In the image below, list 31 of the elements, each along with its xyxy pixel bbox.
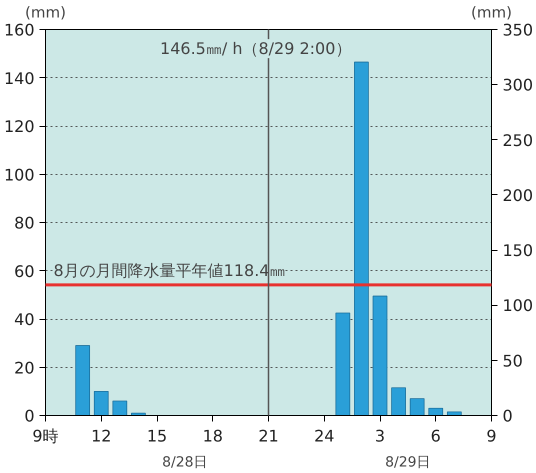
- y-tick-label: 60: [14, 262, 34, 281]
- text: 8/29日: [385, 454, 431, 470]
- x-tick-label: 15: [146, 426, 168, 446]
- y2-tick-label: 100: [502, 296, 534, 316]
- y-tick-label: 140: [4, 68, 35, 88]
- y2-tick-label: 200: [502, 186, 534, 205]
- y-tick-label: 100: [4, 165, 35, 184]
- x-tick-label: 24: [314, 426, 334, 446]
- y2-tick-label: 150: [502, 241, 534, 260]
- y-tick-label: 20: [14, 358, 34, 378]
- text: 8/28日: [162, 454, 208, 470]
- y-tick-label: 80: [14, 214, 34, 232]
- y-axis-title: (mm): [25, 4, 66, 22]
- y2-tick-label: 350: [502, 20, 534, 40]
- y2-axis-title: (mm): [471, 4, 512, 22]
- y-tick-label: 40: [14, 310, 34, 329]
- x-tick-label: 9時: [32, 426, 59, 446]
- y-tick-label: 0: [24, 406, 35, 426]
- x-tick-label: 21: [258, 426, 279, 446]
- y2-tick-label: 250: [502, 130, 534, 150]
- x-tick-label: 3: [374, 426, 386, 446]
- y2-tick-label: 50: [502, 351, 523, 370]
- x-tick-label: 9: [486, 426, 497, 446]
- x-tick-label: 12: [91, 426, 112, 446]
- annotation: 146.5㎜/ h（8/29 2:00）: [160, 39, 352, 58]
- x-tick-label: 18: [202, 426, 223, 446]
- y2-tick-label: 0: [502, 406, 513, 426]
- y2-tick-label: 300: [502, 76, 534, 95]
- y-tick-label: 160: [4, 20, 35, 40]
- x-tick-label: 6: [430, 426, 441, 446]
- y-tick-label: 120: [4, 117, 35, 136]
